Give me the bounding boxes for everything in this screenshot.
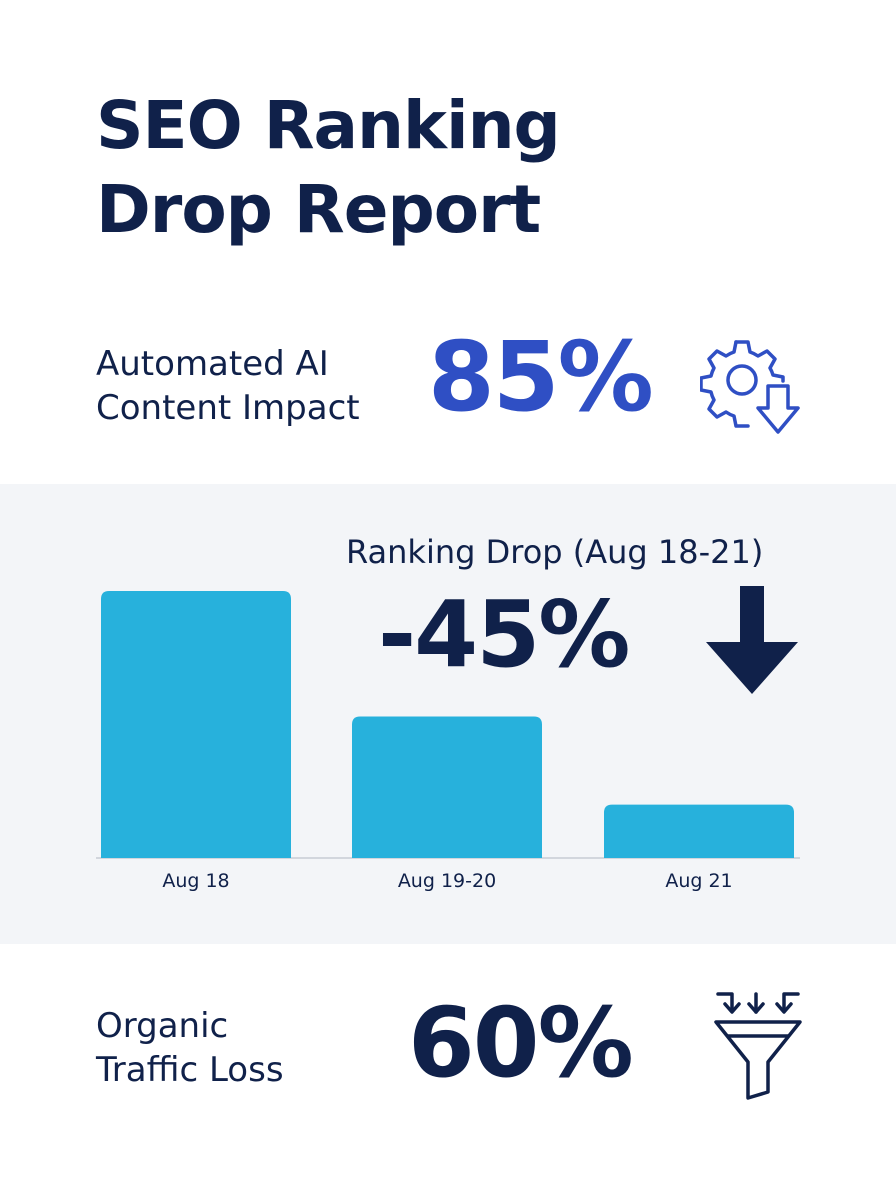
gear-with-down-arrow-icon — [700, 340, 800, 434]
ranking-drop-value: -45% — [378, 581, 630, 688]
title-line-2: Drop Report — [96, 171, 541, 248]
bar-3 — [604, 804, 794, 858]
ranking-bar-chart: Aug 18 Aug 19-20 Aug 21 — [96, 591, 800, 892]
traffic-loss-label-line-2: Traffic Loss — [96, 1050, 284, 1090]
title-line-1: SEO Ranking — [96, 87, 561, 164]
report-title: SEO Ranking Drop Report — [96, 84, 796, 252]
ranking-chart-panel: Aug 18 Aug 19-20 Aug 21 — [0, 484, 896, 944]
ranking-drop-subtitle: Ranking Drop (Aug 18-21) — [346, 533, 764, 571]
traffic-loss-label-line-1: Organic — [96, 1006, 229, 1046]
bar-2 — [352, 716, 542, 858]
traffic-loss-value: 60% — [408, 987, 634, 1099]
x-tick-label: Aug 18 — [162, 870, 229, 892]
traffic-loss-label: Organic Traffic Loss — [96, 1004, 396, 1092]
down-arrow-icon — [706, 586, 798, 694]
x-tick-label: Aug 21 — [665, 870, 732, 892]
ai-impact-value: 85% — [428, 321, 654, 433]
x-tick-label: Aug 19-20 — [398, 870, 496, 892]
ai-impact-label: Automated AI Content Impact — [96, 342, 416, 430]
bar-1 — [101, 591, 291, 858]
ai-impact-label-line-1: Automated AI — [96, 344, 329, 384]
ai-impact-label-line-2: Content Impact — [96, 388, 360, 428]
funnel-icon — [714, 992, 802, 1100]
